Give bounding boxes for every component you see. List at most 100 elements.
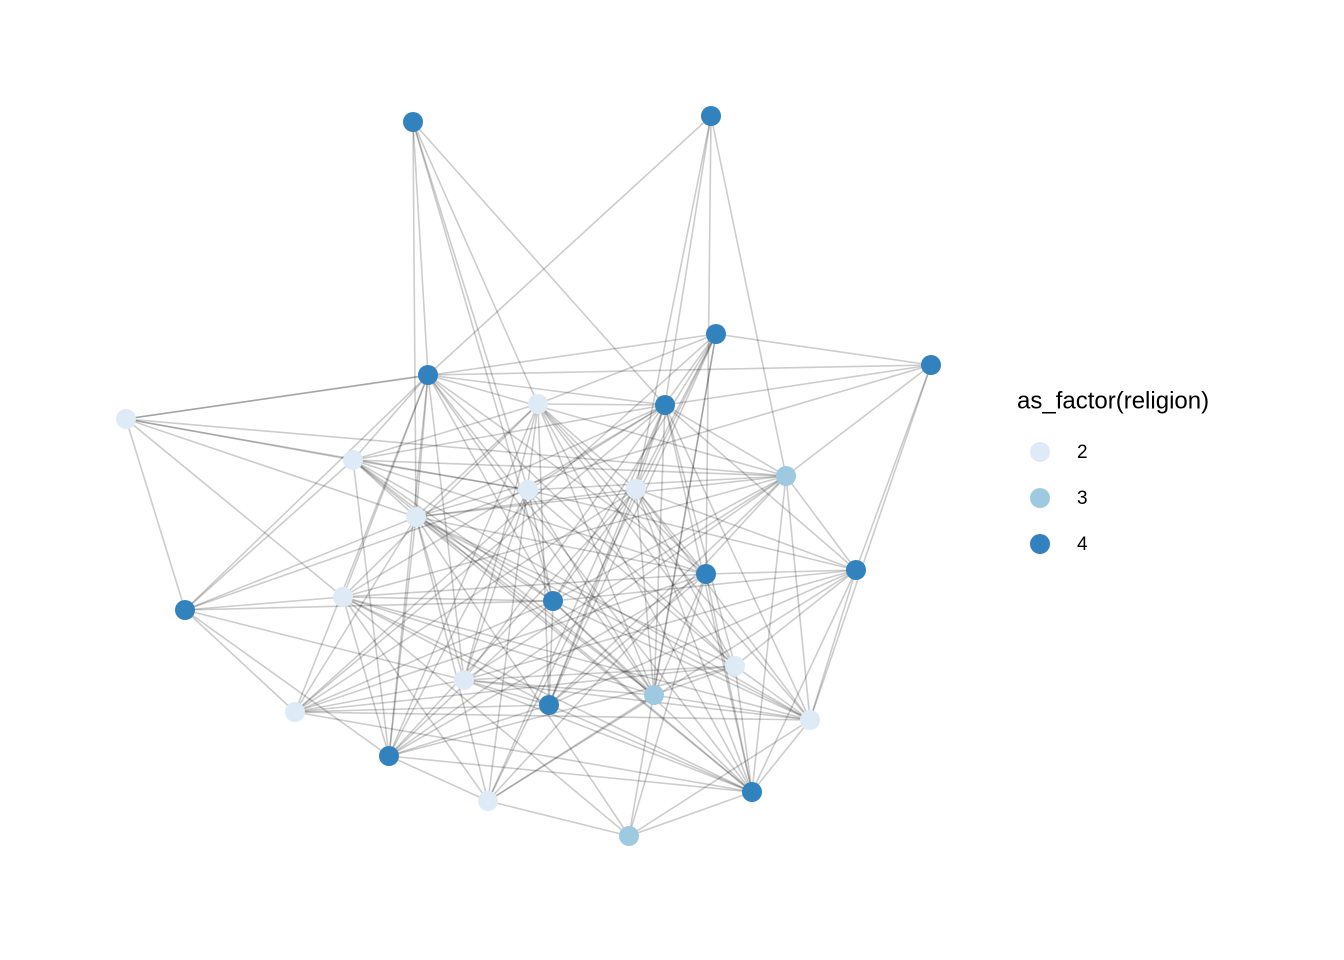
edge — [125, 374, 429, 420]
edge — [527, 489, 857, 571]
edge — [751, 569, 857, 793]
edge — [653, 694, 811, 721]
edge — [751, 719, 811, 793]
edge — [342, 596, 390, 757]
edge — [388, 403, 539, 757]
edge — [487, 800, 630, 837]
edge — [664, 364, 932, 406]
edge — [628, 791, 753, 837]
edge — [527, 404, 666, 491]
edge — [388, 755, 753, 793]
edge — [412, 121, 539, 405]
edge — [342, 596, 489, 802]
edge — [785, 364, 932, 477]
edge — [342, 596, 554, 602]
edge — [388, 755, 489, 802]
edge — [412, 121, 429, 376]
edge — [548, 600, 554, 706]
edge — [427, 374, 655, 696]
edge — [427, 374, 736, 667]
node — [379, 746, 399, 766]
edge — [125, 418, 344, 598]
edge — [537, 403, 707, 575]
edge — [388, 488, 637, 757]
edge — [635, 488, 753, 793]
edge — [705, 573, 753, 793]
edge — [184, 609, 465, 681]
node — [701, 106, 721, 126]
legend-key — [1030, 442, 1050, 462]
edge — [352, 459, 655, 696]
edge — [125, 418, 529, 491]
edge — [342, 596, 630, 837]
edge — [548, 333, 717, 706]
node — [116, 409, 136, 429]
edge — [294, 573, 707, 713]
edge — [628, 719, 811, 837]
node — [333, 587, 353, 607]
edge — [664, 404, 857, 571]
edge — [342, 573, 707, 598]
edge — [537, 403, 637, 490]
edge — [415, 516, 655, 696]
legend-key — [1030, 488, 1050, 508]
edge — [125, 418, 787, 477]
edge — [537, 333, 717, 405]
edge — [463, 333, 717, 681]
edge — [388, 704, 550, 757]
edge — [537, 403, 753, 793]
edge — [664, 404, 736, 667]
edge — [785, 475, 811, 721]
edge — [664, 404, 753, 793]
edge — [463, 679, 550, 706]
edge — [352, 459, 417, 518]
edge — [635, 488, 707, 575]
edge — [548, 488, 637, 706]
edge — [184, 609, 390, 757]
edge — [427, 364, 932, 376]
edge — [415, 404, 666, 518]
edge — [635, 404, 666, 490]
edge — [294, 333, 717, 713]
edge — [628, 333, 717, 837]
edge — [342, 475, 787, 598]
edge — [537, 403, 736, 667]
edge — [635, 488, 655, 696]
edge — [294, 711, 753, 793]
edge — [537, 403, 666, 406]
node — [800, 710, 820, 730]
node — [343, 450, 363, 470]
edge — [463, 475, 787, 681]
edge — [427, 115, 712, 376]
edge — [184, 600, 554, 611]
edge — [487, 403, 539, 802]
edge — [487, 569, 857, 802]
edge — [463, 569, 857, 681]
edge — [352, 459, 554, 602]
edge — [294, 704, 550, 713]
edge — [653, 333, 717, 696]
edge — [412, 121, 554, 602]
edge — [463, 489, 529, 681]
edge — [527, 489, 736, 667]
edge — [463, 679, 655, 696]
legend-key — [1030, 534, 1050, 554]
edge — [415, 475, 787, 518]
edge — [427, 374, 787, 477]
edge — [388, 573, 707, 757]
edge — [527, 489, 554, 602]
node — [742, 782, 762, 802]
edge — [487, 475, 787, 802]
edge — [537, 403, 811, 721]
edge — [294, 516, 417, 713]
edge — [352, 459, 787, 477]
edge — [294, 404, 666, 713]
edge — [352, 404, 666, 461]
legend-label: 3 — [1077, 488, 1088, 509]
edge — [785, 475, 857, 571]
node — [543, 591, 563, 611]
edge — [855, 364, 932, 571]
edge — [487, 333, 717, 802]
nodes — [116, 106, 941, 846]
